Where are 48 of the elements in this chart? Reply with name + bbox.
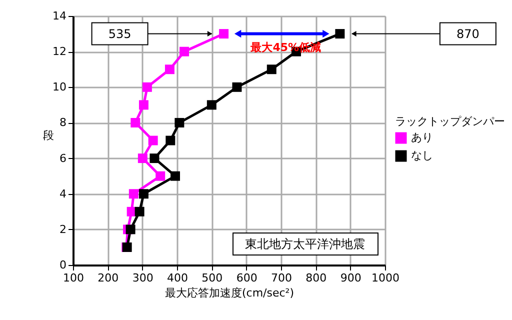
y-tick-label: 12 xyxy=(52,45,66,58)
point xyxy=(164,64,174,74)
x-tick-label: 500 xyxy=(202,272,223,284)
legend-label: あり xyxy=(411,131,433,144)
y-tick-label: 4 xyxy=(60,187,66,200)
point xyxy=(170,171,180,181)
point xyxy=(156,171,166,181)
x-tick-label: 900 xyxy=(340,272,362,284)
point xyxy=(138,189,148,199)
y-tick-label: 10 xyxy=(52,80,66,94)
point xyxy=(142,82,152,92)
point xyxy=(130,118,140,128)
point xyxy=(138,154,148,164)
y-tick-label: 2 xyxy=(60,222,66,236)
point xyxy=(266,64,276,74)
point xyxy=(150,154,160,164)
point xyxy=(335,29,345,39)
y-axis-title: 段 xyxy=(43,129,54,142)
x-tick-label: 400 xyxy=(167,272,188,284)
point xyxy=(219,29,229,39)
x-tick-label: 1000 xyxy=(372,272,400,284)
legend-label: なし xyxy=(411,149,433,162)
point xyxy=(232,82,242,92)
point xyxy=(148,136,158,146)
x-tick-label: 300 xyxy=(132,272,154,284)
point xyxy=(128,189,138,199)
point xyxy=(138,100,148,110)
annotation: 535 xyxy=(108,26,132,41)
text: 870 xyxy=(456,26,480,41)
legend-title: ラックトップダンパー xyxy=(395,115,505,128)
y-tick-label: 0 xyxy=(60,258,66,272)
annotation: 最大45%低減 xyxy=(250,40,322,54)
x-tick-label: 100 xyxy=(63,272,84,284)
x-tick-label: 700 xyxy=(271,272,292,284)
point xyxy=(206,100,216,110)
point xyxy=(166,136,176,146)
point xyxy=(180,46,190,56)
annotation: 東北地方太平洋沖地震 xyxy=(245,237,365,251)
point xyxy=(126,224,136,234)
x-tick-label: 600 xyxy=(236,272,258,284)
y-tick-label: 14 xyxy=(52,10,66,22)
x-tick-label: 200 xyxy=(98,272,119,284)
y-tick-label: 8 xyxy=(60,116,66,130)
x-tick-label: 800 xyxy=(306,272,327,284)
x-axis-title: 最大応答加速度(cm/sec²) xyxy=(164,286,294,300)
point xyxy=(134,206,144,216)
y-tick-label: 6 xyxy=(60,152,66,165)
point xyxy=(174,118,184,128)
